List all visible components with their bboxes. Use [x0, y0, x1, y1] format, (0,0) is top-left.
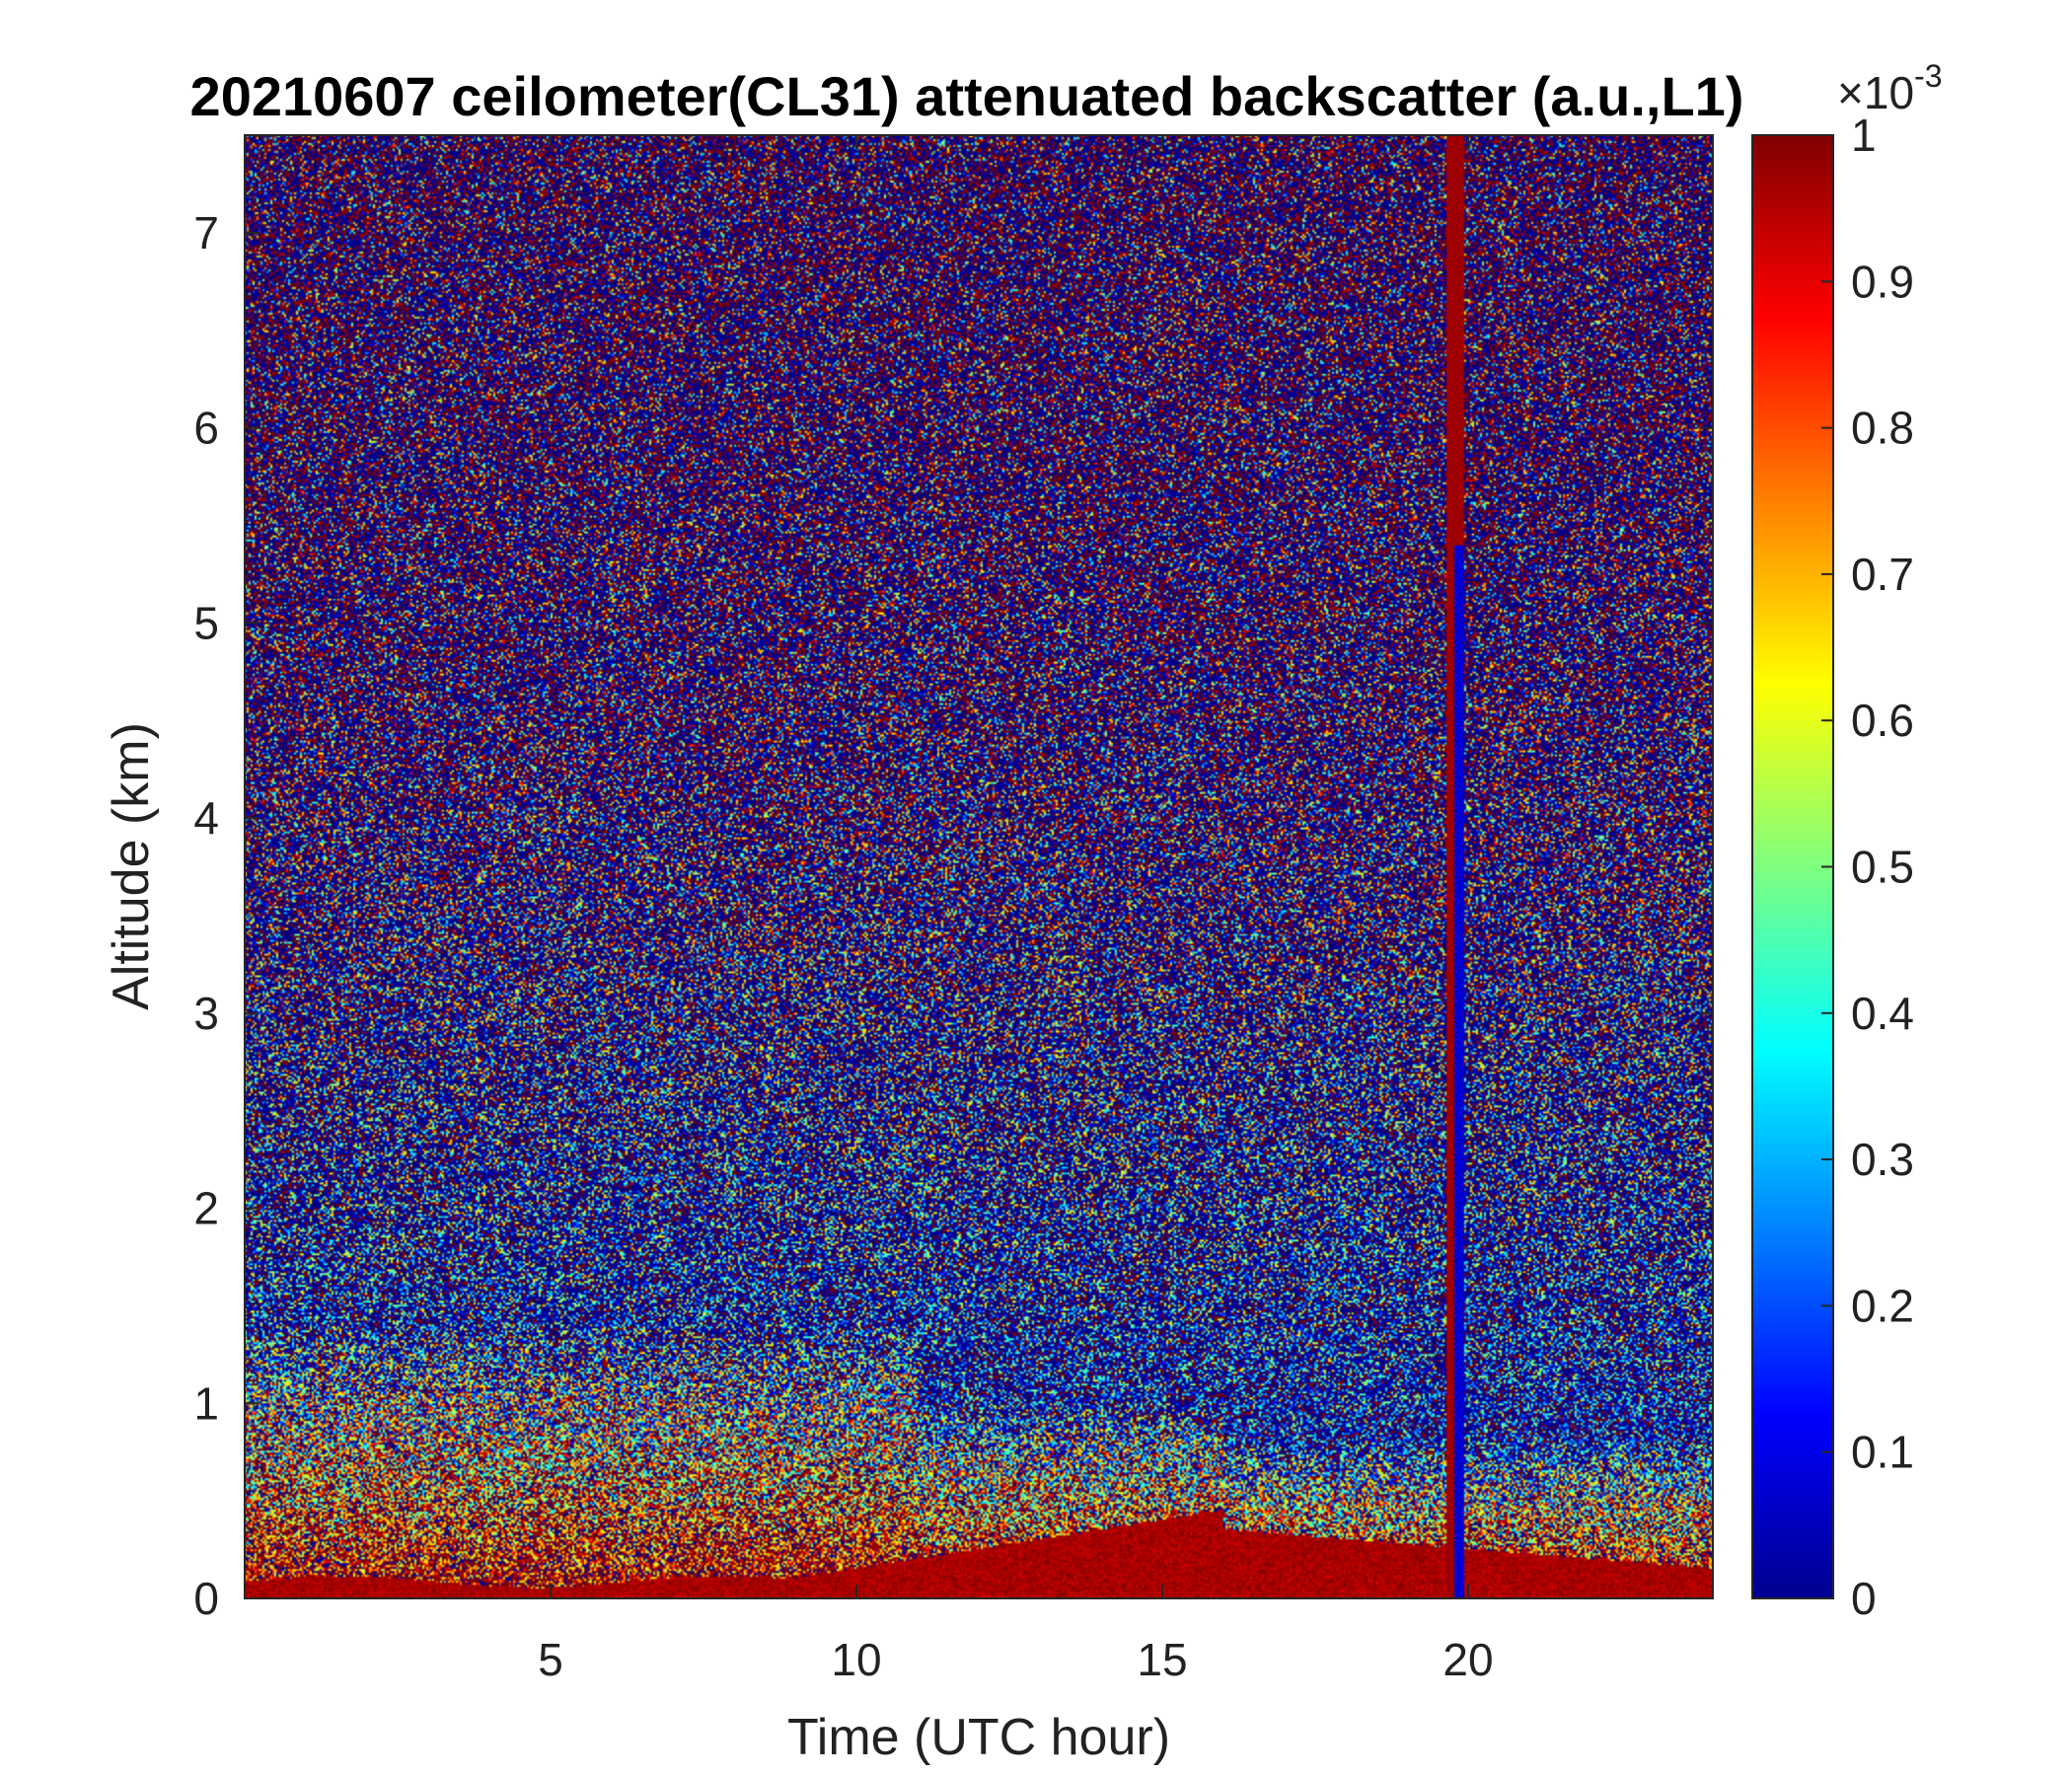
colorbar-tick-label: 1	[1851, 110, 1877, 161]
y-tick-label: 2	[193, 1183, 219, 1234]
colorbar-tick-label: 0	[1851, 1573, 1877, 1624]
y-axis: 0 1 2 3 4 5 6 7	[193, 207, 1713, 1624]
colorbar-ticks: 0 0.1 0.2 0.3 0.4 0.5 0.6 0.7 0.8 0.9 1	[1821, 110, 1914, 1624]
plot-frame	[244, 134, 1714, 1599]
y-tick-label: 3	[193, 988, 219, 1039]
colorbar-tick-label: 0.1	[1851, 1427, 1914, 1478]
colorbar-tick-label: 0.6	[1851, 695, 1914, 746]
y-axis-label: Altitude (km)	[103, 722, 160, 1010]
colorbar-tick-label: 0.7	[1851, 549, 1914, 600]
x-tick-label: 15	[1137, 1634, 1187, 1685]
colorbar-tick-label: 0.2	[1851, 1280, 1914, 1331]
x-tick-label: 20	[1443, 1634, 1493, 1685]
heatmap-raster	[245, 135, 1713, 1598]
colorbar-tick-label: 0.3	[1851, 1134, 1914, 1185]
colorbar-tick-label: 0.4	[1851, 988, 1914, 1039]
x-tick-label: 5	[538, 1634, 563, 1685]
heatmap-plot-area	[244, 134, 1714, 1599]
y-tick-label: 1	[193, 1377, 219, 1429]
y-tick-label: 5	[193, 597, 219, 648]
y-tick-label: 4	[193, 792, 219, 844]
colorbar-exponent-power: -3	[1914, 58, 1942, 94]
colorbar-tick-label: 0.9	[1851, 256, 1914, 307]
chart-title: 20210607 ceilometer(CL31) attenuated bac…	[190, 65, 1744, 127]
colorbar: 0 0.1 0.2 0.3 0.4 0.5 0.6 0.7 0.8 0.9 1 ×10-3	[1751, 58, 1942, 1624]
y-tick-label: 6	[193, 403, 219, 454]
colorbar-exponent: ×10-3	[1837, 58, 1942, 118]
colorbar-tick-label: 0.8	[1851, 403, 1914, 454]
colorbar-gradient	[1751, 134, 1834, 1599]
x-axis-label: Time (UTC hour)	[787, 1709, 1170, 1766]
x-tick-label: 10	[831, 1634, 881, 1685]
y-tick-label: 7	[193, 207, 219, 259]
y-tick-label: 0	[193, 1573, 219, 1624]
colorbar-exponent-base: ×10	[1837, 67, 1914, 118]
x-axis: 5 10 15 20	[538, 135, 1494, 1685]
colorbar-tick-label: 0.5	[1851, 842, 1914, 893]
